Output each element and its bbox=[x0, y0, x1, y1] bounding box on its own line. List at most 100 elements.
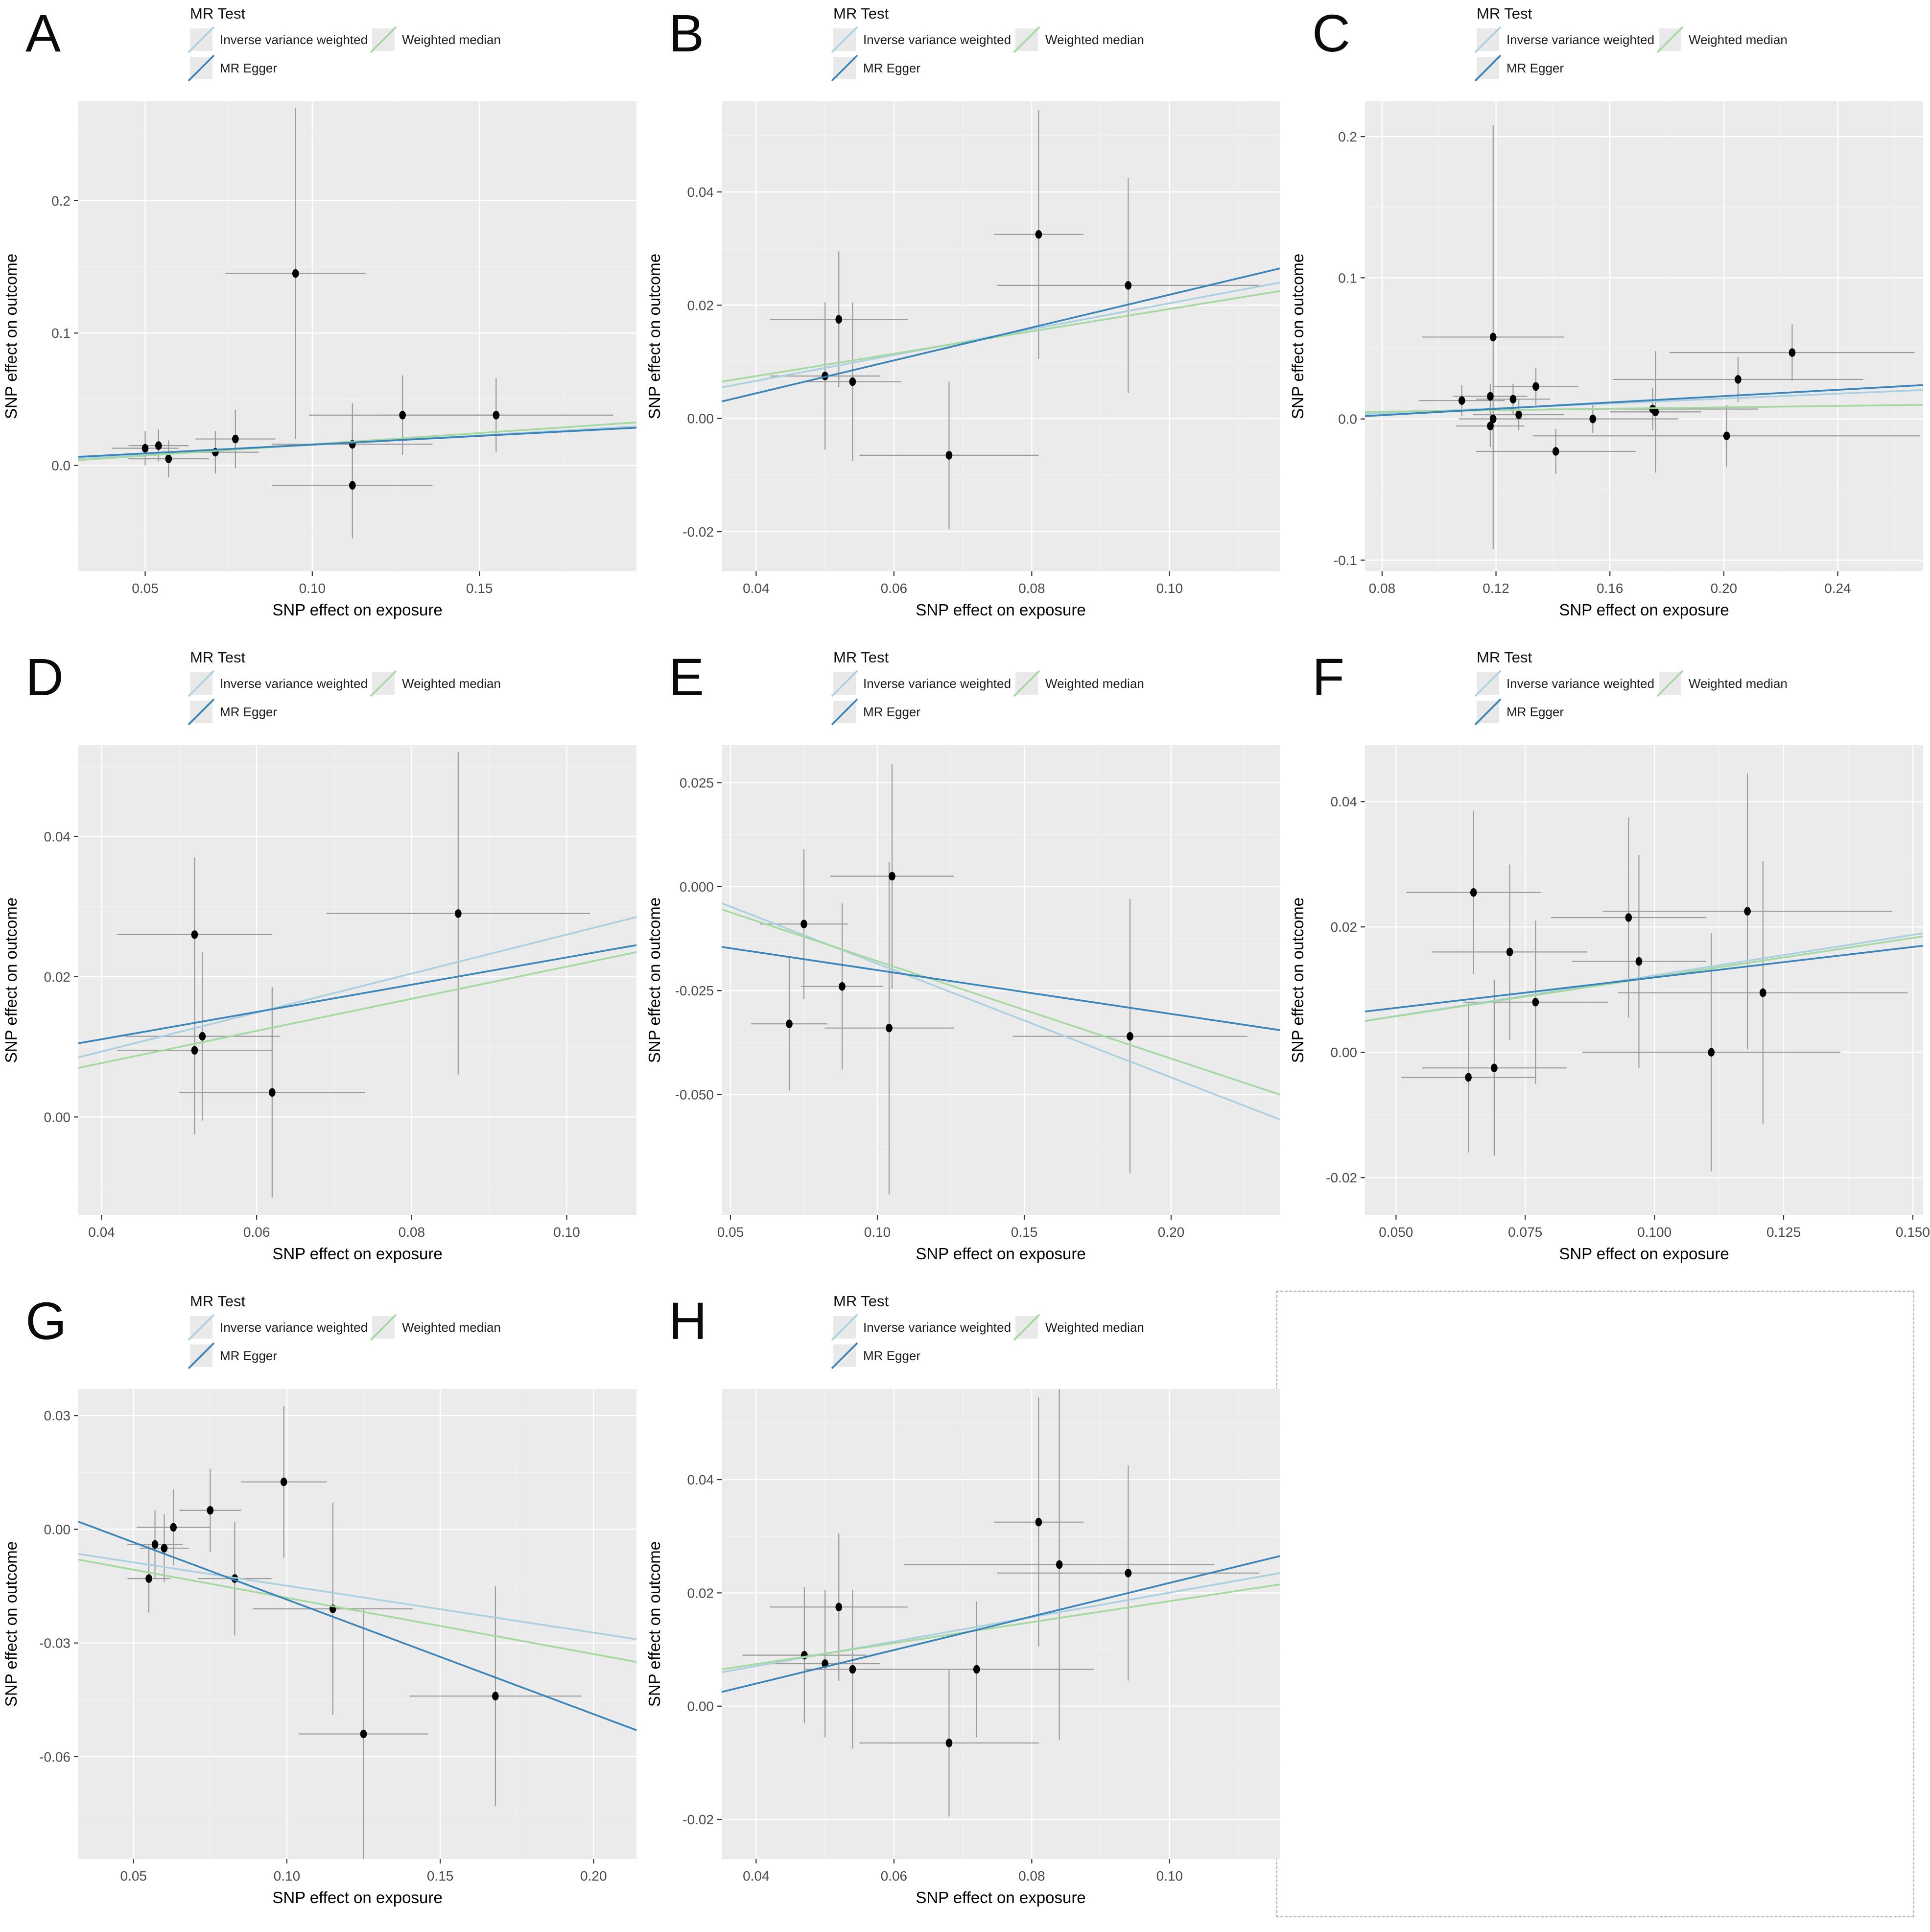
legend-title: MR Test bbox=[190, 1293, 246, 1310]
legend-item-weighted-median: Weighted median bbox=[370, 670, 501, 697]
legend-label: Weighted median bbox=[1045, 676, 1144, 691]
ivw-line-key-icon bbox=[831, 670, 858, 697]
legend-item-weighted-median: Weighted median bbox=[1013, 26, 1144, 53]
legend-item-inverse-variance-weighted: Inverse variance weighted bbox=[188, 1314, 372, 1341]
legend-label: MR Egger bbox=[1506, 60, 1564, 75]
mr-scatter-panel: C MR Test Inverse variance weighted Weig… bbox=[1287, 0, 1930, 644]
svg-text:0.02: 0.02 bbox=[44, 969, 71, 985]
legend-label: Inverse variance weighted bbox=[863, 1319, 1012, 1335]
svg-text:0.00: 0.00 bbox=[1331, 1045, 1358, 1060]
svg-text:0.04: 0.04 bbox=[1331, 794, 1358, 809]
mr-test-legend: MR Test Inverse variance weighted Weight… bbox=[1474, 649, 1788, 726]
legend-item-mr-egger: MR Egger bbox=[831, 698, 1015, 726]
weighted-median-line-key-icon bbox=[1013, 1314, 1040, 1341]
regression-lines bbox=[1365, 932, 1924, 1022]
regression-line-mr-egger bbox=[78, 1521, 637, 1731]
regression-line-inverse-variance-weighted bbox=[78, 1553, 637, 1640]
regression-line-mr-egger bbox=[721, 946, 1280, 1031]
legend-item-mr-egger: MR Egger bbox=[188, 1342, 372, 1369]
svg-text:0.12: 0.12 bbox=[1483, 581, 1509, 596]
svg-text:0.04: 0.04 bbox=[687, 185, 714, 200]
svg-text:0.00: 0.00 bbox=[44, 1522, 71, 1537]
regression-line-mr-egger bbox=[1365, 944, 1924, 1013]
scatter-plot: 0.05 0.10 0.15 0.0 0.1 0.2 SNP effect on expos… bbox=[2, 101, 637, 619]
svg-text:0.04: 0.04 bbox=[743, 581, 770, 596]
legend-item-mr-egger: MR Egger bbox=[188, 54, 372, 82]
svg-text:0.16: 0.16 bbox=[1597, 581, 1624, 596]
mr-egger-line-key-icon bbox=[188, 1342, 215, 1369]
legend-item-weighted-median: Weighted median bbox=[370, 1314, 501, 1341]
svg-text:-0.02: -0.02 bbox=[683, 1812, 714, 1827]
panel-letter: G bbox=[25, 1291, 67, 1350]
svg-text:0.02: 0.02 bbox=[687, 1585, 714, 1601]
regression-line-mr-egger bbox=[721, 267, 1280, 402]
legend-label: MR Egger bbox=[1506, 704, 1564, 719]
x-axis-label: SNP effect on exposure bbox=[1559, 1245, 1729, 1263]
mr-test-legend: MR Test Inverse variance weighted Weight… bbox=[188, 5, 501, 82]
legend-item-mr-egger: MR Egger bbox=[1474, 54, 1659, 82]
legend-title: MR Test bbox=[1477, 5, 1532, 22]
weighted-median-line-key-icon bbox=[1013, 670, 1040, 697]
legend-item-mr-egger: MR Egger bbox=[188, 698, 372, 726]
regression-line-mr-egger bbox=[1365, 384, 1924, 417]
svg-text:0.0: 0.0 bbox=[51, 458, 71, 473]
gridlines-minor bbox=[78, 101, 636, 571]
regression-lines bbox=[1365, 384, 1924, 417]
legend-label: Weighted median bbox=[1689, 32, 1788, 47]
legend-label: MR Egger bbox=[220, 704, 278, 719]
axis-ticks: 0.05 0.10 0.15 0.20 -0.06 -0.03 0.00 0.03 bbox=[39, 1408, 607, 1884]
panel-letter: E bbox=[669, 647, 705, 707]
x-axis-label: SNP effect on exposure bbox=[916, 1888, 1085, 1907]
ivw-line-key-icon bbox=[831, 1314, 858, 1341]
ivw-line-key-icon bbox=[831, 26, 858, 53]
empty-placeholder-box bbox=[1276, 1291, 1914, 1917]
weighted-median-line-key-icon bbox=[1656, 26, 1684, 53]
legend-label: Inverse variance weighted bbox=[1506, 32, 1655, 47]
data-points bbox=[822, 230, 1132, 460]
plot-background bbox=[722, 745, 1280, 1215]
legend-item-inverse-variance-weighted: Inverse variance weighted bbox=[831, 670, 1015, 697]
regression-lines bbox=[78, 421, 637, 461]
panel-letter: A bbox=[25, 3, 61, 63]
svg-text:0.24: 0.24 bbox=[1824, 581, 1851, 596]
mr-scatter-panel: D MR Test Inverse variance weighted Weig… bbox=[0, 644, 643, 1288]
mr-test-legend: MR Test Inverse variance weighted Weight… bbox=[188, 1293, 501, 1369]
svg-text:0.10: 0.10 bbox=[1156, 581, 1183, 596]
svg-text:0.08: 0.08 bbox=[1018, 581, 1045, 596]
mr-egger-line-key-icon bbox=[1474, 54, 1502, 82]
plot-background bbox=[78, 101, 636, 571]
x-axis-label: SNP effect on exposure bbox=[272, 1245, 442, 1263]
svg-text:0.10: 0.10 bbox=[274, 1868, 301, 1884]
legend-title: MR Test bbox=[1477, 649, 1532, 666]
y-axis-label: SNP effect on outcome bbox=[645, 1541, 663, 1707]
weighted-median-line-key-icon bbox=[370, 1314, 397, 1341]
weighted-median-line-key-icon bbox=[370, 26, 397, 53]
mr-egger-line-key-icon bbox=[1474, 698, 1502, 726]
legend-item-inverse-variance-weighted: Inverse variance weighted bbox=[188, 26, 372, 53]
ivw-line-key-icon bbox=[188, 670, 215, 697]
legend-label: Inverse variance weighted bbox=[220, 32, 368, 47]
legend-label: Weighted median bbox=[1045, 32, 1144, 47]
svg-text:0.125: 0.125 bbox=[1766, 1225, 1801, 1240]
x-axis-label: SNP effect on exposure bbox=[272, 601, 442, 619]
panel-letter: D bbox=[25, 647, 64, 707]
regression-line-weighted-median bbox=[721, 1583, 1280, 1671]
svg-text:0.20: 0.20 bbox=[1711, 581, 1738, 596]
panel-letter: F bbox=[1312, 647, 1344, 707]
svg-text:0.0: 0.0 bbox=[1338, 412, 1357, 427]
legend-item-inverse-variance-weighted: Inverse variance weighted bbox=[1474, 670, 1659, 697]
legend-label: Inverse variance weighted bbox=[1506, 676, 1655, 691]
svg-text:0.03: 0.03 bbox=[44, 1408, 71, 1423]
legend-item-weighted-median: Weighted median bbox=[1656, 26, 1788, 53]
legend-label: Inverse variance weighted bbox=[220, 1319, 368, 1335]
regression-line-weighted-median bbox=[78, 421, 637, 461]
regression-line-mr-egger bbox=[721, 1555, 1280, 1693]
mr-test-legend: MR Test Inverse variance weighted Weight… bbox=[188, 649, 501, 726]
legend-label: Weighted median bbox=[1689, 676, 1788, 691]
mr-test-legend: MR Test Inverse variance weighted Weight… bbox=[831, 649, 1144, 726]
legend-item-mr-egger: MR Egger bbox=[1474, 698, 1659, 726]
mr-egger-line-key-icon bbox=[831, 1342, 858, 1369]
svg-text:0.2: 0.2 bbox=[1338, 129, 1357, 144]
regression-line-inverse-variance-weighted bbox=[78, 916, 637, 1059]
